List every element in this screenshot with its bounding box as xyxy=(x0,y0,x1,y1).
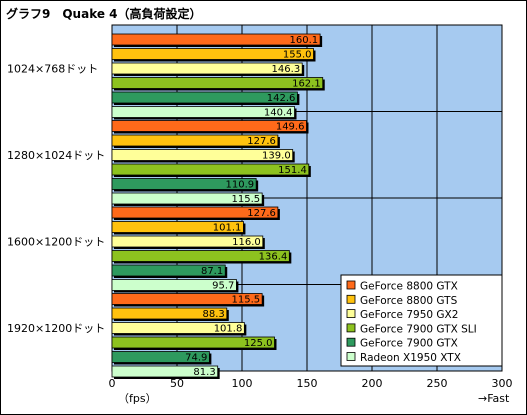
legend-label: GeForce 7900 GTX SLI xyxy=(360,323,477,335)
legend-label: GeForce 8800 GTS xyxy=(360,295,458,307)
x-tick-label: 50 xyxy=(170,377,184,390)
bar-value-label: 88.3 xyxy=(203,309,225,320)
bar xyxy=(111,163,310,176)
legend-label: GeForce 8800 GTX xyxy=(360,281,458,293)
bar-value-label: 139.0 xyxy=(262,151,291,162)
bar-value-label: 101.8 xyxy=(214,324,243,335)
legend-box xyxy=(340,274,503,367)
bar xyxy=(111,264,226,277)
bar-value-label: 87.1 xyxy=(201,266,223,277)
bar xyxy=(111,336,275,349)
legend-swatch xyxy=(346,309,356,319)
category-label: 1280×1024ドット xyxy=(7,149,105,162)
bar xyxy=(111,48,314,60)
bar-value-label: 136.4 xyxy=(259,252,288,263)
bar xyxy=(111,192,263,205)
bar xyxy=(111,134,279,147)
bar xyxy=(111,279,237,291)
bar-value-label: 155.0 xyxy=(283,50,312,61)
bar-value-label: 74.9 xyxy=(185,353,207,364)
legend-label: GeForce 7900 GTX xyxy=(360,338,458,350)
legend-label: Radeon X1950 XTX xyxy=(360,352,461,364)
bar xyxy=(111,293,263,305)
category-label: 1920×1200ドット xyxy=(7,322,105,335)
bar-value-label: 160.1 xyxy=(289,35,318,46)
bar xyxy=(111,149,294,161)
bar xyxy=(111,221,244,233)
x-tick-label: 200 xyxy=(362,377,383,390)
bar-value-label: 110.9 xyxy=(226,180,255,191)
bar-value-label: 149.6 xyxy=(276,122,305,133)
bar-value-label: 127.6 xyxy=(247,208,276,219)
bar xyxy=(111,322,245,334)
x-tick-label: 150 xyxy=(297,377,318,390)
bar-value-label: 95.7 xyxy=(212,281,234,292)
x-tick-label: 300 xyxy=(492,377,513,390)
bar-value-label: 125.0 xyxy=(244,338,273,349)
bar xyxy=(111,33,321,46)
legend-swatch xyxy=(346,337,356,347)
x-tick-label: 0 xyxy=(109,377,116,390)
x-tick-label: 100 xyxy=(232,377,253,390)
bar xyxy=(111,307,228,320)
x-axis-note: →Fast xyxy=(478,392,510,405)
bar xyxy=(111,250,290,262)
bar xyxy=(111,351,210,363)
bar-value-label: 151.4 xyxy=(278,165,307,176)
legend-label: GeForce 7950 GX2 xyxy=(360,309,458,321)
category-label: 1600×1200ドット xyxy=(7,235,105,248)
legend-swatch xyxy=(346,352,356,361)
legend-swatch xyxy=(346,294,356,304)
bar xyxy=(111,206,279,219)
bar-value-label: 101.1 xyxy=(213,223,242,234)
bar xyxy=(111,120,307,132)
x-axis-unit: （fps） xyxy=(118,392,157,405)
bar xyxy=(111,91,298,104)
bar-value-label: 115.5 xyxy=(232,194,261,205)
bar xyxy=(111,365,219,378)
bar-value-label: 142.6 xyxy=(267,93,296,104)
bar xyxy=(111,178,257,190)
chart-title: グラフ9 Quake 4（高負荷設定） xyxy=(6,6,202,21)
bar-value-label: 115.5 xyxy=(232,295,261,306)
category-label: 1024×768ドット xyxy=(7,62,98,75)
bar-value-label: 162.1 xyxy=(292,79,321,90)
bar-value-label: 146.3 xyxy=(272,64,301,75)
bar-value-label: 140.4 xyxy=(264,108,293,119)
legend-swatch xyxy=(346,280,356,290)
bar xyxy=(111,77,324,89)
bar xyxy=(111,235,264,248)
legend-swatch xyxy=(346,323,356,333)
bar xyxy=(111,106,295,118)
bar-value-label: 116.0 xyxy=(232,237,261,248)
bar-value-label: 127.6 xyxy=(247,136,276,147)
bar xyxy=(111,62,303,75)
bar-value-label: 81.3 xyxy=(193,367,215,378)
x-tick-label: 250 xyxy=(427,377,448,390)
